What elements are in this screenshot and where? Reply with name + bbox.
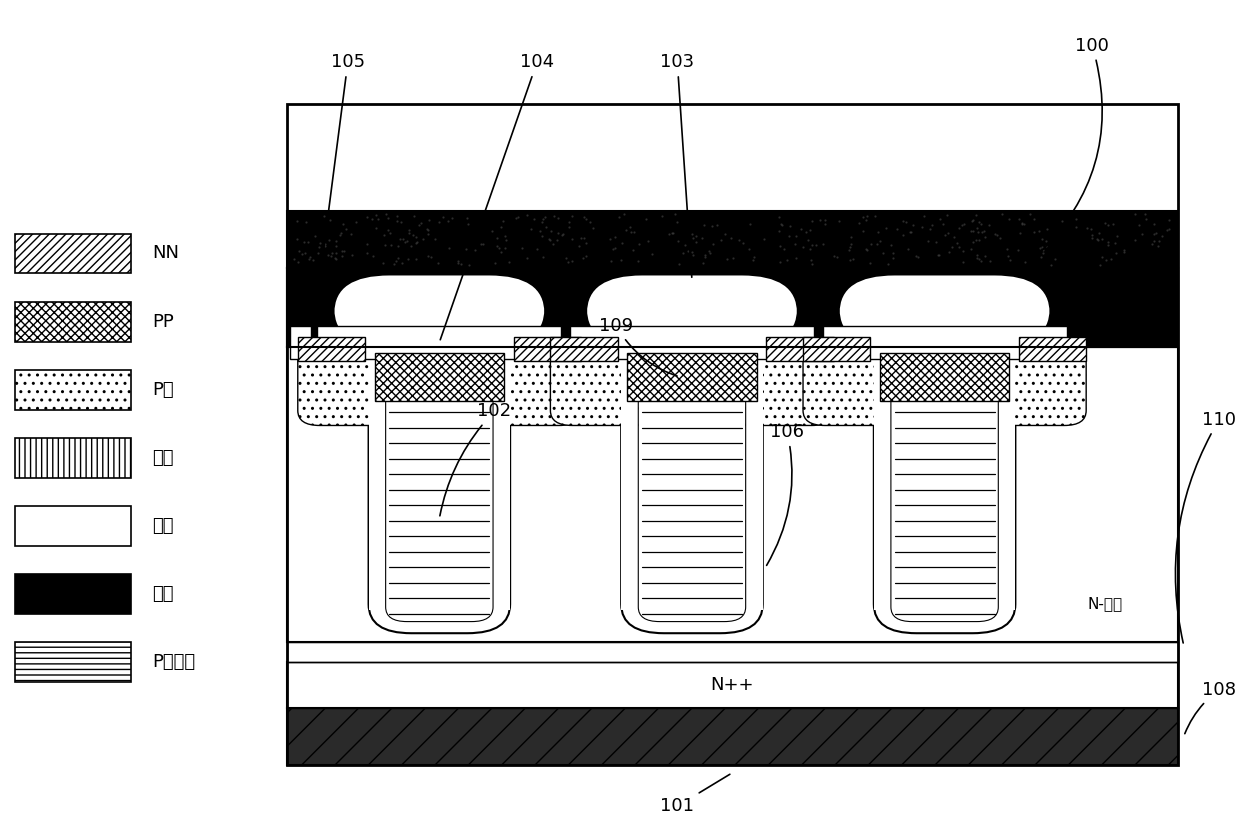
- Bar: [15, 302, 130, 342]
- FancyBboxPatch shape: [621, 347, 763, 633]
- FancyBboxPatch shape: [298, 337, 580, 425]
- Bar: [998, 347, 1016, 610]
- Text: 103: 103: [660, 53, 694, 278]
- Bar: [627, 353, 756, 401]
- Text: 101: 101: [661, 774, 730, 815]
- Bar: [745, 347, 763, 610]
- Bar: [766, 337, 833, 361]
- Bar: [15, 506, 130, 546]
- Bar: [1019, 337, 1086, 361]
- Bar: [290, 326, 311, 359]
- FancyBboxPatch shape: [551, 337, 833, 425]
- Bar: [822, 326, 1066, 359]
- FancyBboxPatch shape: [639, 342, 745, 622]
- FancyBboxPatch shape: [874, 347, 1016, 633]
- FancyBboxPatch shape: [839, 275, 1049, 347]
- Text: PP: PP: [153, 312, 175, 331]
- Bar: [15, 370, 130, 410]
- Text: 104: 104: [440, 53, 554, 340]
- Text: 105: 105: [324, 53, 365, 248]
- Text: P阱: P阱: [153, 381, 174, 399]
- Text: 109: 109: [599, 317, 677, 376]
- Text: N++: N++: [711, 676, 754, 694]
- Bar: [286, 708, 1178, 765]
- Bar: [286, 268, 1178, 347]
- FancyBboxPatch shape: [386, 342, 494, 622]
- Bar: [513, 337, 580, 361]
- FancyBboxPatch shape: [890, 342, 998, 622]
- FancyBboxPatch shape: [335, 275, 544, 347]
- Bar: [286, 268, 1178, 347]
- Bar: [880, 353, 1009, 401]
- Text: 100: 100: [1039, 37, 1110, 253]
- Text: 102: 102: [440, 402, 511, 516]
- Bar: [15, 642, 130, 682]
- FancyBboxPatch shape: [368, 347, 510, 633]
- Text: 多晶: 多晶: [153, 517, 174, 535]
- Bar: [15, 234, 130, 273]
- Bar: [15, 438, 130, 478]
- Bar: [570, 326, 813, 359]
- Text: P型掺杂: P型掺杂: [153, 653, 196, 671]
- Bar: [286, 642, 1178, 662]
- Text: 110: 110: [1176, 411, 1236, 643]
- Text: N-外延: N-外延: [1087, 597, 1122, 612]
- Bar: [317, 326, 562, 359]
- Bar: [494, 347, 510, 610]
- Text: 栅氧: 栅氧: [153, 449, 174, 467]
- Text: 108: 108: [1184, 681, 1236, 734]
- Bar: [286, 662, 1178, 708]
- FancyBboxPatch shape: [804, 337, 1086, 425]
- Bar: [286, 268, 1178, 347]
- Text: 106: 106: [766, 423, 805, 565]
- Text: NN: NN: [153, 244, 180, 263]
- Bar: [804, 337, 870, 361]
- Bar: [374, 353, 503, 401]
- Bar: [874, 347, 890, 610]
- FancyBboxPatch shape: [587, 275, 797, 347]
- Bar: [286, 211, 1178, 268]
- Bar: [286, 104, 1178, 765]
- Bar: [368, 347, 386, 610]
- Text: 金属: 金属: [153, 585, 174, 603]
- Bar: [298, 337, 365, 361]
- Bar: [15, 574, 130, 614]
- Bar: [621, 347, 639, 610]
- Bar: [286, 347, 1178, 642]
- Bar: [551, 337, 618, 361]
